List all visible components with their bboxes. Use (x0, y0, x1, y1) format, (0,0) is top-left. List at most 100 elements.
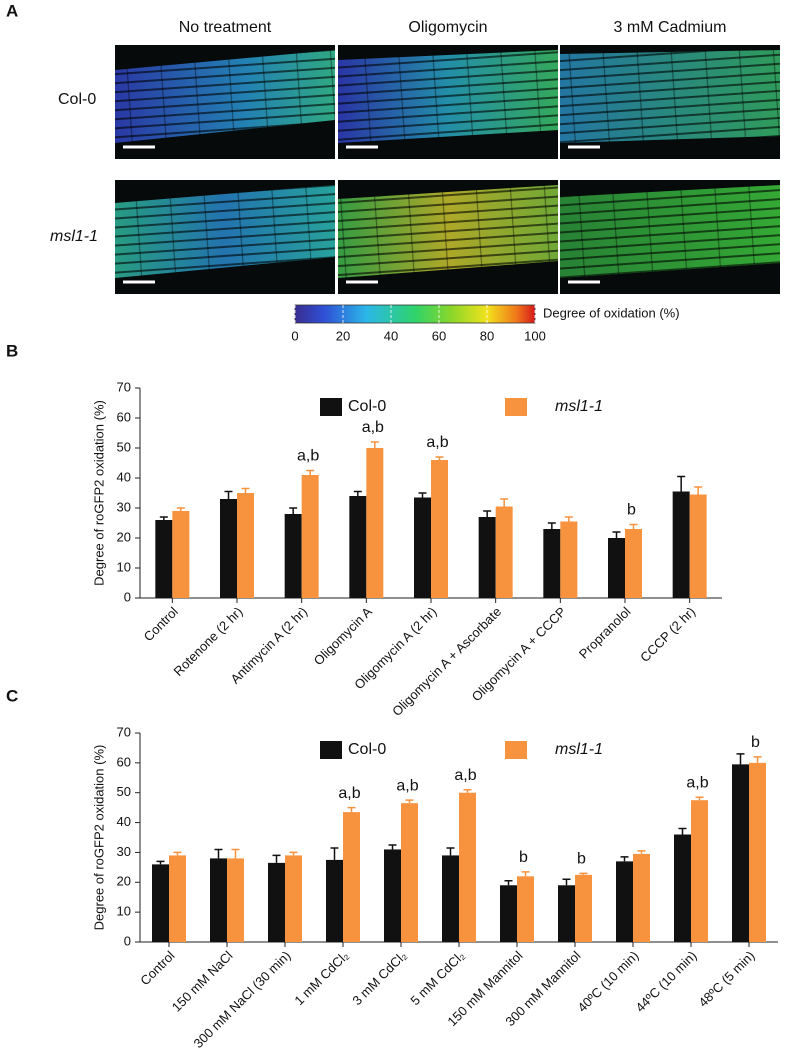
bar (500, 885, 517, 942)
bar (401, 803, 418, 942)
y-tick-label: 0 (124, 933, 131, 948)
x-tick-label: Rotenone (2 hr) (171, 604, 246, 679)
bar (749, 762, 766, 942)
panel-label: B (6, 341, 18, 360)
bar (169, 855, 186, 942)
error-bar (483, 510, 492, 517)
y-tick-label: 20 (117, 529, 131, 544)
bar (616, 861, 633, 942)
cell-walls (560, 185, 780, 278)
colorbar-tick-label: 100 (524, 328, 546, 343)
column-title: No treatment (179, 19, 272, 36)
error-bar (405, 799, 414, 804)
error-bar (289, 507, 298, 514)
error-bar (637, 850, 646, 854)
error-bar (678, 827, 687, 835)
significance-label: b (577, 851, 586, 868)
y-axis-title: Degree of roGFP2 oxidation (%) (91, 745, 106, 931)
y-tick-label: 20 (117, 874, 131, 889)
bar (558, 885, 575, 942)
y-tick-label: 0 (124, 589, 131, 604)
y-tick-label: 30 (117, 499, 131, 514)
error-bar (173, 851, 182, 856)
error-bar (289, 851, 298, 856)
legend-label: msl1-1 (555, 741, 603, 758)
y-tick-label: 50 (117, 784, 131, 799)
y-tick-label: 70 (117, 724, 131, 739)
bar (495, 506, 513, 598)
bar (172, 511, 190, 598)
bar (284, 514, 302, 598)
bar (237, 493, 254, 598)
bar (227, 858, 244, 942)
bar (343, 812, 360, 942)
bar (285, 855, 302, 942)
x-tick-label: Control (137, 948, 177, 988)
bar (575, 874, 592, 942)
x-tick-label: 5 mM CdCl₂ (407, 948, 467, 1008)
significance-label: a,b (396, 777, 418, 794)
y-tick-label: 60 (117, 754, 131, 769)
bar (152, 864, 169, 942)
x-tick-label: Oligomycin A (311, 604, 375, 668)
significance-label: b (627, 502, 636, 519)
cell-walls (115, 50, 335, 143)
legend-label: msl1-1 (555, 398, 603, 415)
error-bar (353, 490, 362, 496)
error-bar (214, 848, 223, 859)
significance-label: b (519, 849, 528, 866)
significance-label: a,b (297, 448, 319, 465)
colorbar-label: Degree of oxidation (%) (543, 305, 680, 320)
legend-swatch (320, 741, 342, 759)
bar (384, 849, 401, 942)
colorbar-tick-label: 20 (336, 328, 350, 343)
bar (633, 853, 650, 942)
error-bar (388, 844, 397, 850)
error-bar (306, 469, 315, 475)
x-tick-label: 48ºC (5 min) (696, 948, 758, 1010)
error-bar (521, 871, 530, 877)
colorbar-tick-label: 60 (432, 328, 446, 343)
cell-walls (560, 50, 780, 143)
bar (543, 529, 561, 598)
bar (414, 497, 431, 598)
error-bar (500, 498, 509, 507)
x-tick-label: Control (141, 604, 181, 644)
column-title: 3 mM Cadmium (614, 19, 727, 36)
colorbar-tick-label: 0 (291, 328, 298, 343)
cell-walls (338, 50, 558, 143)
y-tick-label: 10 (117, 559, 131, 574)
error-bar (677, 475, 686, 492)
error-bar (241, 487, 250, 493)
legend-swatch (505, 741, 527, 759)
legend-swatch (505, 398, 527, 416)
bar (431, 460, 448, 598)
bar (366, 448, 384, 598)
x-tick-label: 40ºC (10 min) (574, 948, 641, 1015)
error-bar (176, 507, 185, 511)
error-bar (564, 516, 573, 522)
bar (220, 499, 237, 598)
bar (268, 862, 285, 942)
error-bar (579, 872, 588, 875)
y-tick-label: 40 (117, 814, 131, 829)
error-bar (463, 788, 472, 793)
error-bar (330, 847, 339, 860)
bar (155, 520, 173, 598)
bar (732, 764, 749, 942)
bar (691, 800, 708, 942)
x-tick-label: Propranolol (576, 604, 634, 662)
bar (608, 538, 625, 598)
bar (689, 494, 707, 598)
bar (442, 855, 459, 942)
y-tick-label: 60 (117, 409, 131, 424)
x-tick-label: 3 mM CdCl₂ (349, 948, 409, 1008)
error-bar (562, 878, 571, 886)
bar (349, 496, 367, 598)
x-tick-label: 1 mM CdCl₂ (291, 948, 351, 1008)
error-bar (446, 847, 455, 856)
error-bar (753, 756, 762, 763)
bar (459, 792, 476, 942)
legend-swatch (320, 398, 342, 416)
